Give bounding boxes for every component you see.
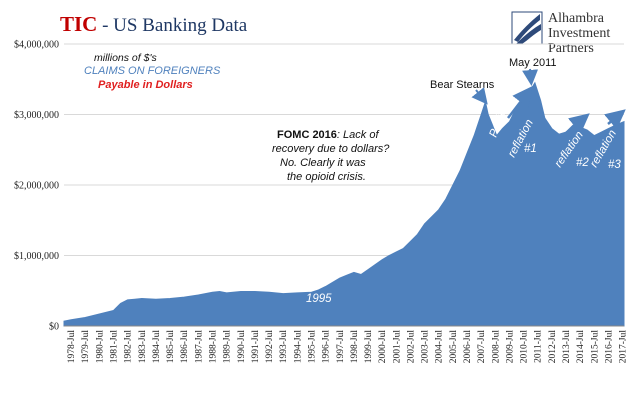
y-tick-label: $3,000,000 — [14, 110, 59, 121]
x-tick-label: 1986-Jul — [180, 330, 190, 364]
x-tick-label: 1997-Jul — [336, 330, 346, 364]
x-tick-label: 1998-Jul — [350, 330, 360, 364]
legend-payable: Payable in Dollars — [98, 79, 193, 91]
annotation-reflation-3-num: #3 — [608, 159, 621, 171]
x-tick-label: 2017-Jul — [619, 330, 629, 364]
x-tick-label: 2013-Jul — [562, 330, 572, 364]
fomc-line4: the opioid crisis. — [287, 171, 366, 183]
logo-line-1: Alhambra — [548, 11, 605, 26]
x-tick-label: 2009-Jul — [506, 330, 516, 364]
x-tick-label: 2007-Jul — [477, 330, 487, 364]
title-rest: - US Banking Data — [97, 15, 247, 36]
x-tick-label: 1985-Jul — [166, 330, 176, 364]
x-tick-label: 2000-Jul — [378, 330, 388, 364]
fomc-line1-rest: : Lack of — [337, 129, 380, 141]
y-axis-ticks: $0 $1,000,000 $2,000,000 $3,000,000 $4,000,0… — [14, 40, 59, 333]
svg-text:FOMC 2016: Lack of: FOMC 2016: Lack of — [277, 129, 379, 141]
y-tick-label: $1,000,000 — [14, 251, 59, 262]
x-tick-label: 2004-Jul — [435, 330, 445, 364]
x-tick-label: 2015-Jul — [590, 330, 600, 364]
x-tick-label: 1980-Jul — [95, 330, 105, 364]
y-tick-label: $2,000,000 — [14, 181, 59, 192]
x-tick-label: 1994-Jul — [293, 330, 303, 364]
annotation-bear-stearns: Bear Stearns — [430, 79, 495, 91]
may-2011-arrow — [522, 68, 539, 86]
x-tick-label: 1991-Jul — [251, 330, 261, 364]
x-tick-label: 1996-Jul — [322, 330, 332, 364]
x-tick-label: 1982-Jul — [124, 330, 134, 364]
logo-line-3: Partners — [548, 41, 594, 56]
x-tick-label: 2012-Jul — [548, 330, 558, 364]
x-tick-label: 2003-Jul — [421, 330, 431, 364]
x-tick-label: 1984-Jul — [152, 330, 162, 364]
x-axis-ticks: 1978-Jul 1979-Jul 1980-Jul 1981-Jul 1982-Jul… — [67, 330, 629, 364]
legend-units: millions of $'s — [94, 52, 157, 64]
fomc-bold: FOMC 2016 — [277, 129, 337, 141]
x-tick-label: 1981-Jul — [110, 330, 120, 364]
annotation-reflation-2-num: #2 — [576, 157, 589, 169]
bear-stearns-arrow — [471, 87, 488, 105]
reflation2-arrow — [565, 113, 590, 134]
x-tick-label: 1978-Jul — [67, 330, 77, 364]
annotation-1995: 1995 — [306, 293, 332, 305]
x-tick-label: 1990-Jul — [237, 330, 247, 364]
chart-title: TIC - US Banking Data — [60, 12, 248, 36]
title-tic: TIC — [60, 12, 97, 36]
x-tick-label: 1995-Jul — [308, 330, 318, 364]
x-tick-label: 2006-Jul — [463, 330, 473, 364]
y-tick-label: $0 — [49, 322, 59, 333]
legend-series-name: CLAIMS ON FOREIGNERS — [84, 65, 221, 77]
series-area — [63, 81, 625, 327]
y-tick-label: $4,000,000 — [14, 40, 59, 51]
annotation-reflation-1-num: #1 — [524, 143, 537, 155]
reflation3-arrow — [603, 109, 626, 130]
reflation1-arrow — [507, 86, 533, 119]
x-tick-label: 2002-Jul — [407, 330, 417, 364]
logo-line-2: Investment — [548, 26, 610, 41]
fomc-line2: recovery due to dollars? — [272, 143, 390, 155]
x-tick-label: 2010-Jul — [520, 330, 530, 364]
x-tick-label: 1979-Jul — [81, 330, 91, 364]
x-tick-label: 2008-Jul — [491, 330, 501, 364]
x-tick-label: 1993-Jul — [279, 330, 289, 364]
x-tick-label: 2005-Jul — [449, 330, 459, 364]
x-tick-label: 1988-Jul — [209, 330, 219, 364]
x-tick-label: 2001-Jul — [392, 330, 402, 364]
x-tick-label: 2011-Jul — [534, 330, 544, 363]
annotation-may-2011: May 2011 — [509, 57, 557, 69]
fomc-annotation: FOMC 2016: Lack of recovery due to dolla… — [272, 129, 390, 183]
x-tick-label: 1987-Jul — [194, 330, 204, 364]
x-tick-label: 2014-Jul — [576, 330, 586, 364]
x-tick-label: 1989-Jul — [223, 330, 233, 364]
x-tick-label: 1983-Jul — [138, 330, 148, 364]
logo-mark-icon — [511, 11, 543, 45]
logo: Alhambra Investment Partners — [511, 11, 610, 56]
x-tick-label: 2016-Jul — [604, 330, 614, 364]
area-layer — [63, 81, 625, 327]
x-tick-label: 1992-Jul — [265, 330, 275, 364]
x-tick-label: 1999-Jul — [364, 330, 374, 364]
fomc-line3: No. Clearly it was — [280, 157, 366, 169]
